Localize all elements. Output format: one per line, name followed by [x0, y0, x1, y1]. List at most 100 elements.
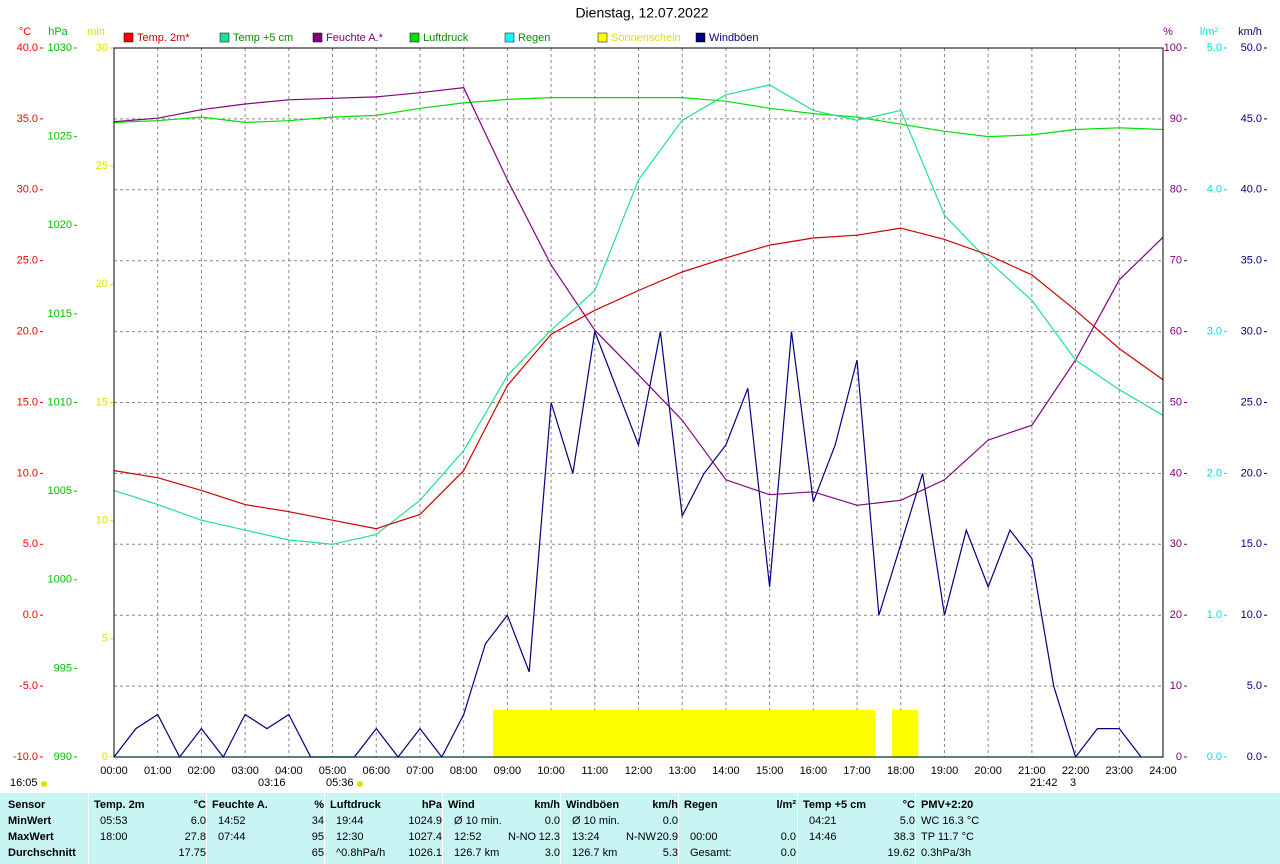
series-line — [113, 329, 1142, 759]
stat-cell: 3.0 — [544, 847, 560, 859]
row-label: Durchschnitt — [8, 847, 76, 859]
legend-label: Regen — [518, 32, 550, 44]
axis-unit: min — [87, 26, 105, 38]
stat-cell: 6.0 — [190, 815, 206, 827]
stat-cell: 5.3 — [662, 847, 678, 859]
x-tick-label: 15:00 — [756, 765, 784, 777]
stat-cell: Ø 10 min. — [454, 815, 502, 827]
y-tick-label: 35.0 — [1241, 255, 1262, 267]
sunshine-bar — [892, 709, 919, 757]
annotation: 03:16 — [258, 777, 286, 789]
y-tick-label: 20.0 — [1241, 467, 1262, 479]
y-tick-label: 0 — [102, 751, 108, 763]
column-separator — [678, 793, 679, 864]
x-tick-label: 03:00 — [231, 765, 259, 777]
stat-cell: 13:24 — [572, 831, 600, 843]
stat-cell: Ø 10 min. — [572, 815, 620, 827]
x-tick-label: 12:00 — [625, 765, 653, 777]
y-tick-label: 100 — [1164, 42, 1182, 54]
x-tick-label: 23:00 — [1106, 765, 1134, 777]
y-tick-label: 30.0 — [17, 184, 38, 196]
y-tick-label: 1025 — [48, 131, 72, 143]
column-separator — [206, 793, 207, 864]
stat-cell: 0.0 — [780, 831, 796, 843]
y-tick-label: 990 — [54, 751, 72, 763]
stat-cell: 12:52 — [454, 831, 482, 843]
x-tick-label: 16:00 — [800, 765, 828, 777]
stat-cell: 126.7 km — [572, 847, 618, 859]
stats-table: Sensor MinWert MaxWert Durchschnitt Temp. 2m… — [0, 793, 1280, 864]
stat-cell: 1026.1 — [408, 847, 442, 859]
group-name: Wind — [448, 799, 475, 811]
x-tick-label: 19:00 — [931, 765, 959, 777]
stat-cell: 00:00 — [690, 831, 718, 843]
y-tick-label: 35.0 — [17, 113, 38, 125]
x-tick-label: 17:00 — [843, 765, 871, 777]
legend-label: Sonnenschein — [611, 32, 681, 44]
plot-frame — [113, 47, 1164, 758]
stat-cell: 1027.4 — [408, 831, 442, 843]
stat-cell: 07:44 — [218, 831, 246, 843]
legend-label: Windböen — [709, 32, 759, 44]
stat-cell: 12.3 — [538, 831, 560, 843]
y-tick-label: 30.0 — [1241, 326, 1262, 338]
group-unit: km/h — [534, 799, 560, 811]
legend-swatch — [409, 32, 420, 43]
axis-unit: % — [1163, 26, 1173, 38]
y-tick-label: 0.0 — [23, 609, 38, 621]
column-separator — [88, 793, 89, 864]
y-tick-label: 1.0 — [1207, 609, 1222, 621]
legend-swatch — [312, 32, 323, 43]
y-tick-label: 10.0 — [1241, 609, 1262, 621]
series-line — [113, 87, 1164, 506]
y-tick-label: 60 — [1170, 326, 1182, 338]
chart: Dienstag, 12.07.2022 16:05 03:16 05:36 2… — [0, 0, 1280, 793]
x-tick-label: 20:00 — [974, 765, 1002, 777]
annotation: 3 — [1070, 777, 1076, 789]
series-line — [113, 84, 1164, 545]
y-tick-label: 25 — [96, 160, 108, 172]
x-tick-label: 21:00 — [1018, 765, 1046, 777]
legend-swatch — [504, 32, 515, 43]
y-tick-label: 3.0 — [1207, 326, 1222, 338]
background — [0, 0, 1280, 793]
y-tick-label: 5.0 — [1207, 42, 1222, 54]
annotation: 21:42 — [1030, 777, 1058, 789]
x-tick-label: 01:00 — [144, 765, 172, 777]
stat-cell: 17.75 — [178, 847, 206, 859]
y-tick-label: 30 — [1170, 538, 1182, 550]
x-tick-label: 24:00 — [1149, 765, 1177, 777]
y-tick-label: 70 — [1170, 255, 1182, 267]
group-unit: % — [314, 799, 324, 811]
stat-cell: 04:21 — [809, 815, 837, 827]
y-tick-label: 15 — [96, 396, 108, 408]
x-tick-label: 02:00 — [188, 765, 216, 777]
x-tick-label: 00:00 — [100, 765, 128, 777]
y-tick-label: 10 — [96, 515, 108, 527]
stat-cell: 126.7 km — [454, 847, 500, 859]
y-tick-label: 40.0 — [17, 42, 38, 54]
row-label: MinWert — [8, 815, 52, 827]
stat-cell: 14:46 — [809, 831, 837, 843]
legend-swatch — [123, 32, 134, 43]
stat-cell: TP 11.7 °C — [921, 831, 974, 843]
y-tick-label: 1005 — [48, 485, 72, 497]
stat-cell: 34 — [311, 815, 324, 827]
y-tick-label: 25.0 — [1241, 396, 1262, 408]
y-tick-label: 30 — [96, 42, 108, 54]
sunshine-bar — [492, 709, 876, 757]
y-tick-label: 4.0 — [1207, 184, 1222, 196]
x-tick-label: 11:00 — [581, 765, 608, 777]
stat-cell: 0.0 — [780, 847, 796, 859]
y-tick-label: 40.0 — [1241, 184, 1262, 196]
stat-cell: 0.0 — [662, 815, 678, 827]
legend-swatch — [597, 32, 608, 43]
y-tick-label: 50.0 — [1241, 42, 1262, 54]
row-label: Sensor — [8, 799, 46, 811]
stat-cell: 19.62 — [887, 847, 915, 859]
annotation: 16:05 — [10, 777, 38, 789]
y-tick-label: 1020 — [48, 219, 72, 231]
group-unit: °C — [902, 799, 915, 811]
x-tick-label: 07:00 — [406, 765, 434, 777]
stat-cell: 0.0 — [544, 815, 560, 827]
